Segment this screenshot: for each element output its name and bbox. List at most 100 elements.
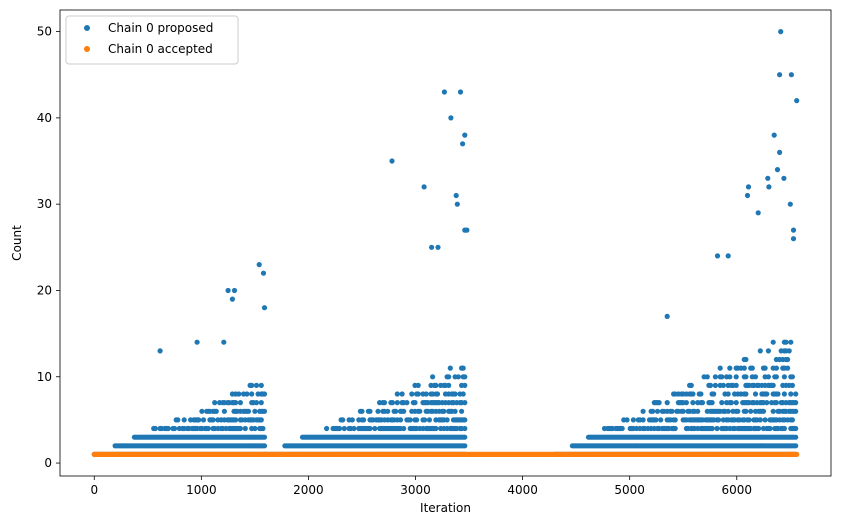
proposed-point	[658, 417, 664, 423]
proposed-point	[381, 400, 388, 406]
proposed-point	[664, 400, 670, 406]
proposed-point	[743, 356, 749, 363]
proposed-point	[367, 408, 373, 414]
proposed-point	[417, 408, 423, 414]
proposed-point	[760, 408, 767, 414]
proposed-point	[788, 391, 794, 397]
proposed-point	[771, 132, 777, 138]
proposed-point	[650, 408, 656, 414]
proposed-point	[704, 374, 710, 380]
proposed-point	[401, 425, 407, 432]
proposed-point	[414, 417, 420, 423]
proposed-point	[415, 382, 421, 388]
proposed-point	[237, 425, 243, 432]
proposed-point	[249, 391, 255, 397]
proposed-point	[728, 400, 735, 406]
proposed-point	[695, 408, 701, 414]
proposed-point	[787, 201, 793, 207]
proposed-point	[394, 400, 400, 406]
proposed-point	[260, 425, 266, 432]
proposed-point	[765, 175, 771, 181]
proposed-point	[336, 425, 343, 432]
y-axis-label: Count	[10, 225, 24, 261]
proposed-point	[429, 244, 435, 250]
proposed-point	[361, 417, 367, 423]
proposed-point	[725, 253, 731, 259]
proposed-point	[175, 417, 181, 423]
proposed-point	[783, 339, 789, 345]
proposed-point	[258, 382, 264, 388]
proposed-point	[462, 132, 468, 138]
proposed-point	[765, 348, 772, 354]
proposed-point	[340, 417, 346, 423]
proposed-point	[233, 417, 239, 423]
proposed-point	[719, 374, 725, 380]
proposed-point	[415, 391, 421, 397]
proposed-point	[244, 391, 250, 397]
proposed-point	[789, 417, 796, 423]
proposed-point	[774, 167, 781, 173]
proposed-point	[762, 365, 768, 371]
x-tick-label: 2000	[293, 483, 324, 497]
y-tick-label: 10	[37, 370, 52, 384]
proposed-point	[221, 339, 227, 345]
proposed-point	[725, 408, 731, 414]
proposed-point	[444, 417, 450, 423]
proposed-point	[401, 408, 407, 414]
proposed-point	[688, 382, 694, 388]
proposed-point	[261, 305, 268, 311]
proposed-point	[258, 400, 264, 406]
proposed-point	[375, 408, 381, 414]
legend-label-accepted: Chain 0 accepted	[108, 42, 213, 56]
proposed-point	[389, 158, 395, 164]
proposed-point	[790, 227, 797, 233]
proposed-point	[757, 417, 763, 423]
proposed-point	[393, 408, 399, 414]
proposed-point	[664, 313, 670, 319]
proposed-point	[165, 425, 171, 432]
proposed-point	[260, 270, 267, 276]
proposed-point	[716, 417, 722, 423]
proposed-point	[672, 425, 678, 432]
proposed-point	[656, 400, 662, 406]
proposed-point	[781, 391, 788, 397]
proposed-point	[785, 365, 791, 371]
proposed-point	[743, 408, 749, 414]
proposed-point	[793, 400, 799, 406]
proposed-point	[770, 339, 776, 345]
proposed-point	[433, 382, 439, 388]
proposed-point	[359, 408, 365, 414]
proposed-point	[152, 425, 158, 432]
proposed-point	[231, 287, 238, 294]
proposed-point	[448, 115, 454, 121]
legend: Chain 0 proposed Chain 0 accepted	[65, 15, 239, 65]
proposed-point	[212, 400, 218, 406]
proposed-point	[741, 365, 747, 371]
proposed-point	[712, 374, 719, 380]
proposed-point	[680, 408, 686, 414]
proposed-point	[746, 417, 752, 423]
proposed-point	[789, 374, 796, 380]
x-tick-label: 4000	[507, 483, 538, 497]
proposed-point	[441, 89, 447, 95]
proposed-point	[755, 210, 761, 216]
proposed-point	[749, 365, 755, 371]
y-tick-label: 30	[37, 197, 52, 211]
proposed-point	[252, 425, 258, 432]
proposed-point	[349, 417, 355, 423]
proposed-point	[261, 443, 268, 449]
proposed-point	[767, 425, 773, 432]
proposed-point	[707, 382, 714, 388]
proposed-point	[748, 408, 754, 414]
proposed-point	[770, 382, 776, 388]
proposed-point	[735, 408, 741, 414]
proposed-point	[462, 382, 468, 388]
proposed-point	[196, 417, 202, 423]
proposed-point	[654, 408, 661, 414]
proposed-point	[640, 417, 646, 423]
proposed-point	[709, 400, 715, 406]
proposed-point	[630, 417, 637, 423]
proposed-point	[421, 184, 427, 190]
proposed-point	[453, 192, 459, 199]
